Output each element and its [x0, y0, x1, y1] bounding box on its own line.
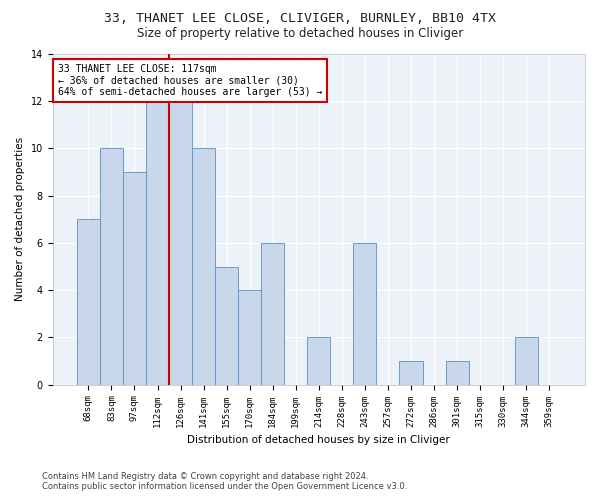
X-axis label: Distribution of detached houses by size in Cliviger: Distribution of detached houses by size … [187, 435, 450, 445]
Y-axis label: Number of detached properties: Number of detached properties [15, 138, 25, 302]
Bar [77, 220, 100, 384]
Bar [238, 290, 261, 384]
Text: 33 THANET LEE CLOSE: 117sqm
← 36% of detached houses are smaller (30)
64% of sem: 33 THANET LEE CLOSE: 117sqm ← 36% of det… [58, 64, 322, 97]
Bar [307, 338, 331, 384]
Bar [215, 266, 238, 384]
Text: 33, THANET LEE CLOSE, CLIVIGER, BURNLEY, BB10 4TX: 33, THANET LEE CLOSE, CLIVIGER, BURNLEY,… [104, 12, 496, 26]
Bar [353, 243, 376, 384]
Text: Contains HM Land Registry data © Crown copyright and database right 2024.: Contains HM Land Registry data © Crown c… [42, 472, 368, 481]
Bar [192, 148, 215, 384]
Bar [400, 361, 422, 384]
Text: Size of property relative to detached houses in Cliviger: Size of property relative to detached ho… [137, 28, 463, 40]
Bar [515, 338, 538, 384]
Bar [261, 243, 284, 384]
Bar [146, 101, 169, 384]
Bar [169, 101, 192, 384]
Bar [100, 148, 123, 384]
Bar [123, 172, 146, 384]
Text: Contains public sector information licensed under the Open Government Licence v3: Contains public sector information licen… [42, 482, 407, 491]
Bar [446, 361, 469, 384]
